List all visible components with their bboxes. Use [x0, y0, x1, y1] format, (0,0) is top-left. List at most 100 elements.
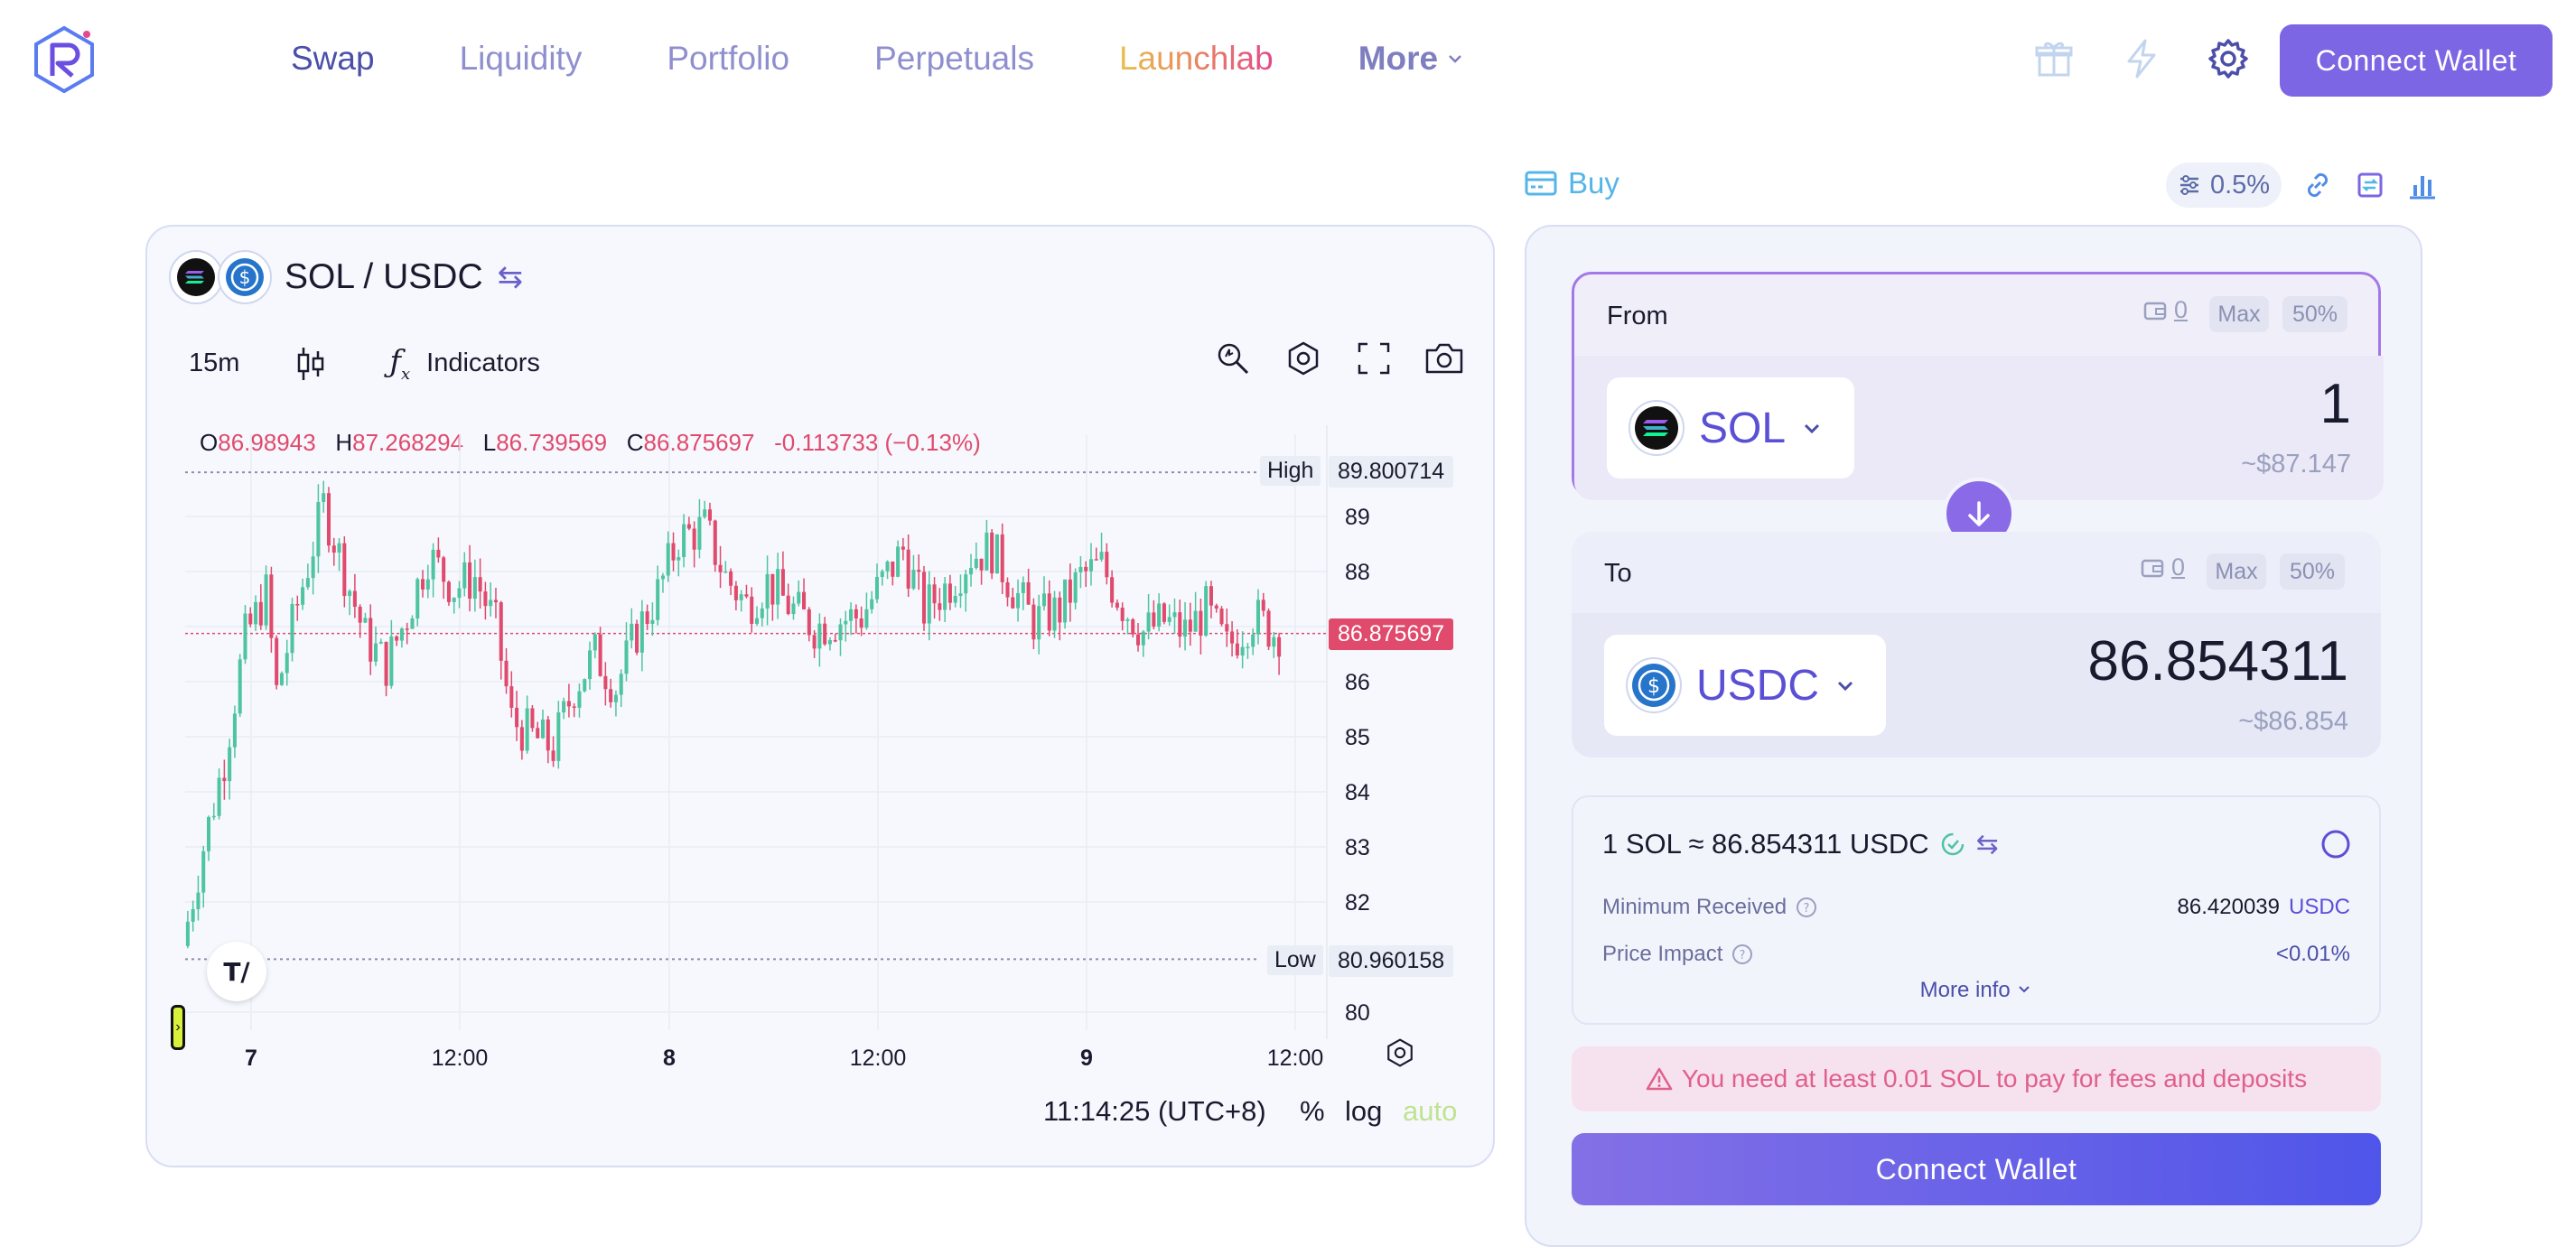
buy-link[interactable]: Buy: [1525, 166, 1619, 200]
min-received-label: Minimum Received ?: [1602, 895, 1817, 920]
candle-body: [452, 598, 456, 602]
candle-body: [854, 609, 858, 618]
svg-text:$: $: [239, 266, 251, 288]
candle-body: [483, 591, 488, 607]
connect-wallet-button[interactable]: Connect Wallet: [2280, 24, 2553, 97]
low-label: Low: [1267, 945, 1323, 975]
candle-body: [598, 634, 602, 676]
timeframe-selector[interactable]: 15m: [189, 349, 240, 378]
candle-body: [964, 574, 968, 594]
gear-icon[interactable]: [2207, 38, 2249, 79]
from-balance: 0: [2143, 296, 2188, 324]
camera-icon[interactable]: [1424, 339, 1464, 378]
candle-body: [446, 581, 451, 602]
slippage-button[interactable]: 0.5%: [2166, 163, 2282, 208]
candle-body: [243, 613, 247, 660]
x-tick-label: 7: [245, 1046, 257, 1071]
refresh-timer-icon[interactable]: [2319, 828, 2352, 860]
wallet-icon: [2141, 559, 2164, 577]
from-token-select[interactable]: SOL: [1607, 377, 1854, 479]
candle-body: [797, 591, 801, 604]
nav-liquidity[interactable]: Liquidity: [459, 40, 583, 77]
ohlc-open-key: O: [200, 429, 219, 456]
candle-body: [677, 557, 681, 561]
candle-body: [1178, 612, 1182, 637]
candle-body: [316, 502, 321, 557]
chart-settings-icon[interactable]: [1283, 339, 1323, 378]
percent-toggle[interactable]: %: [1300, 1095, 1325, 1127]
nav-more-label: More: [1358, 40, 1439, 77]
candle-body: [791, 603, 796, 615]
candle-body: [660, 575, 665, 580]
fullscreen-icon[interactable]: [1354, 339, 1394, 378]
candle-body: [1136, 634, 1141, 646]
y-tick-label: 83: [1345, 835, 1370, 860]
connect-wallet-main-button[interactable]: Connect Wallet: [1572, 1133, 2381, 1205]
candle-body: [1146, 612, 1151, 632]
help-icon[interactable]: ?: [1796, 897, 1817, 918]
candle-body: [609, 689, 613, 702]
to-half-button[interactable]: 50%: [2280, 553, 2345, 590]
to-max-button[interactable]: Max: [2207, 553, 2266, 590]
swap-direction-icon[interactable]: ⇆: [497, 260, 524, 294]
indicators-label: Indicators: [426, 349, 540, 378]
candle-body: [504, 660, 509, 687]
to-section: To 0 Max 50% $ USDC 86.854311 ~$86.854: [1572, 532, 2381, 758]
bar-chart-icon[interactable]: [2404, 167, 2441, 203]
raydium-logo[interactable]: [33, 25, 96, 94]
to-label: To: [1604, 559, 1632, 588]
candle-body: [358, 607, 362, 623]
candle-body: [739, 594, 743, 600]
ohlc-low-key: L: [482, 429, 497, 456]
from-max-button[interactable]: Max: [2209, 296, 2269, 332]
candle-body: [562, 701, 566, 713]
y-tick-label: 86: [1345, 670, 1370, 695]
candle-body: [770, 573, 775, 605]
candle-type-icon[interactable]: [295, 346, 326, 382]
log-toggle[interactable]: log: [1345, 1095, 1383, 1127]
indicators-button[interactable]: ƒx Indicators: [389, 344, 539, 384]
candle-body: [217, 777, 221, 816]
help-icon[interactable]: ?: [1731, 944, 1753, 965]
candle-body: [1225, 624, 1229, 632]
candle-body: [546, 719, 550, 751]
time-axis-settings-icon[interactable]: [1385, 1037, 1415, 1068]
nav-more[interactable]: More: [1358, 36, 1465, 81]
min-received-value: 86.420039 USDC: [2178, 895, 2350, 920]
nav-perpetuals[interactable]: Perpetuals: [874, 40, 1034, 77]
candle-body: [635, 623, 639, 653]
from-amount-input[interactable]: 1: [2319, 373, 2351, 435]
candle-body: [1188, 619, 1192, 632]
candle-body: [932, 584, 937, 604]
sidebar-toggle-handle[interactable]: ›: [171, 1005, 185, 1050]
candle-body: [780, 569, 785, 596]
invert-rate-icon[interactable]: ⇆: [1975, 829, 1999, 860]
gift-icon[interactable]: [2033, 38, 2075, 79]
nav-portfolio[interactable]: Portfolio: [667, 40, 790, 77]
lightning-icon[interactable]: [2121, 38, 2162, 79]
to-amount-output: 86.854311: [2087, 630, 2348, 693]
nav-launchlab[interactable]: Launchlab: [1119, 36, 1274, 81]
candle-body: [1058, 597, 1062, 623]
zoom-icon[interactable]: [1213, 339, 1253, 378]
from-half-button[interactable]: 50%: [2282, 296, 2347, 332]
nav-swap[interactable]: Swap: [291, 40, 375, 77]
from-token-symbol: SOL: [1699, 404, 1787, 452]
candle-body: [613, 694, 618, 702]
candle-body: [896, 546, 901, 577]
to-token-select[interactable]: $ USDC: [1604, 635, 1886, 736]
candle-body: [489, 600, 493, 607]
candle-body: [530, 708, 535, 729]
more-info-toggle[interactable]: More info: [1573, 978, 2379, 1003]
candle-body: [1255, 600, 1261, 635]
auto-toggle[interactable]: auto: [1403, 1095, 1458, 1127]
candle-body: [864, 609, 869, 628]
tradingview-badge[interactable]: T∕: [207, 942, 266, 1001]
from-input-area: SOL 1 ~$87.147: [1574, 356, 2384, 500]
high-label: High: [1260, 456, 1321, 486]
candle-body: [201, 851, 206, 893]
link-icon[interactable]: [2300, 167, 2336, 203]
refresh-icon[interactable]: [2352, 167, 2388, 203]
chevron-down-icon: [1837, 681, 1853, 692]
